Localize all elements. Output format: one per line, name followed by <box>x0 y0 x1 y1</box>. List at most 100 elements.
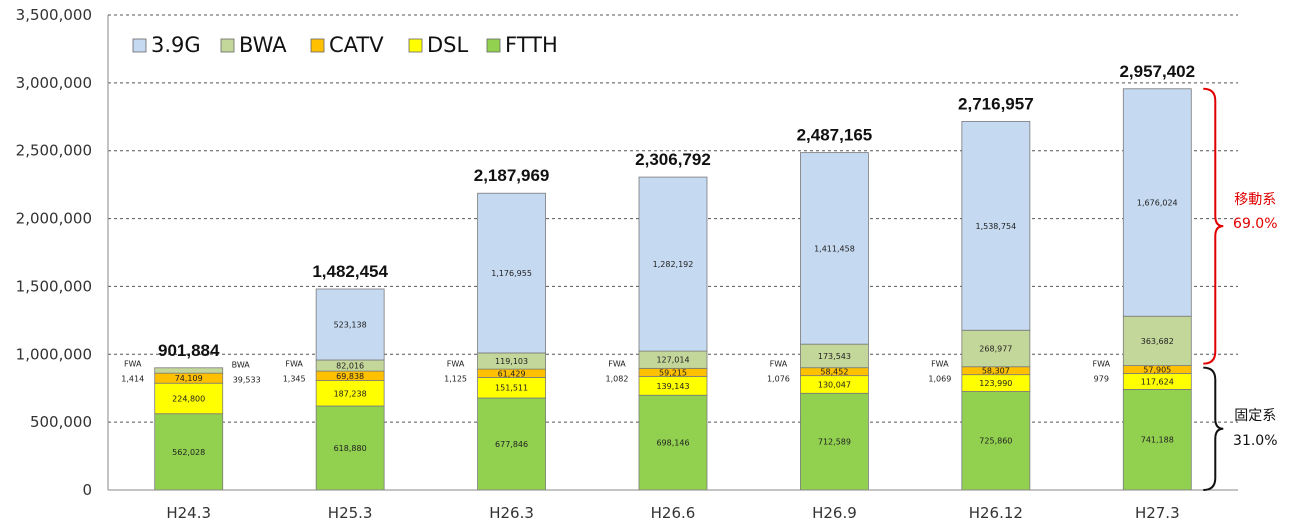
data-label: 59,215 <box>659 368 687 377</box>
data-label: 1,411,458 <box>814 244 855 253</box>
fwa-value: 1,069 <box>928 374 951 383</box>
mobile-pct: 69.0% <box>1233 216 1277 232</box>
fwa-label: FWA <box>447 359 465 368</box>
data-label: 119,103 <box>495 357 528 366</box>
total-label: 901,884 <box>158 341 220 360</box>
fwa-label: FWA <box>608 359 626 368</box>
data-label: 123,990 <box>979 379 1012 388</box>
data-label: 224,800 <box>172 394 205 403</box>
bar-segment-ftth <box>638 394 708 491</box>
total-label: 1,482,454 <box>312 262 388 281</box>
bar-segment-39g <box>477 192 546 354</box>
data-label: 725,860 <box>979 437 1012 446</box>
total-label: 2,187,969 <box>474 166 550 185</box>
x-axis: H24.3 H25.3 H26.3 H26.6 H26.9 H26.12 H27.3 <box>108 489 1238 522</box>
data-label: 61,429 <box>498 369 526 378</box>
data-label: 151,511 <box>495 384 528 393</box>
data-label: 57,905 <box>1143 366 1171 375</box>
fwa-value: 1,345 <box>283 374 306 383</box>
y-tick-label: 500,000 <box>30 413 92 431</box>
data-label: 69,838 <box>336 372 364 381</box>
data-label: 268,977 <box>979 344 1012 353</box>
bwa-callout-label: BWA <box>232 360 251 369</box>
y-tick-label: 3,500,000 <box>16 6 92 24</box>
legend-label: BWA <box>239 33 287 57</box>
data-label: 130,047 <box>818 380 851 389</box>
x-tick-label: H26.3 <box>489 504 534 522</box>
fixed-bracket <box>1203 366 1224 491</box>
legend-label: DSL <box>427 33 469 57</box>
fwa-label: FWA <box>1093 359 1111 368</box>
total-label: 2,957,402 <box>1119 62 1195 81</box>
data-label: 363,682 <box>1141 337 1174 346</box>
data-label: 1,282,192 <box>653 260 694 269</box>
fwa-value: 1,125 <box>444 374 467 383</box>
y-tick-label: 1,000,000 <box>16 345 92 363</box>
legend-label: FTTH <box>505 33 558 57</box>
data-label: 58,452 <box>820 368 848 377</box>
data-label: 618,880 <box>334 444 367 453</box>
data-label: 117,624 <box>1141 377 1174 386</box>
bar-segment-bwa <box>154 367 224 374</box>
y-tick-label: 2,500,000 <box>16 142 92 160</box>
y-tick-label: 3,000,000 <box>16 74 92 92</box>
data-label: 173,543 <box>818 352 851 361</box>
bar-segment-39g <box>1122 88 1192 317</box>
fwa-label: FWA <box>285 359 303 368</box>
bar-segment-bwa <box>1122 315 1192 366</box>
data-label: 562,028 <box>172 448 205 457</box>
bar-segment-39g <box>961 121 1031 331</box>
data-label: 677,846 <box>495 440 528 449</box>
fwa-value: 1,414 <box>121 374 144 383</box>
x-tick-label: H25.3 <box>328 504 373 522</box>
x-tick-label: H27.3 <box>1135 504 1180 522</box>
fixed-label: 固定系 <box>1234 408 1276 424</box>
y-tick-label: 1,500,000 <box>16 277 92 295</box>
fwa-label: FWA <box>770 359 788 368</box>
bar-segment-bwa <box>961 329 1031 368</box>
data-label: 712,589 <box>818 438 851 447</box>
x-tick-label: H26.12 <box>969 504 1023 522</box>
bar-segment-39g <box>800 152 869 345</box>
legend-label: CATV <box>329 33 384 57</box>
y-tick-label: 2,000,000 <box>16 210 92 228</box>
data-label: 74,109 <box>175 374 203 383</box>
y-axis: 0 500,000 1,000,000 1,500,000 2,000,000 2,500… <box>16 6 109 499</box>
fwa-value: 1,082 <box>606 374 629 383</box>
legend-swatch-catv <box>310 38 325 53</box>
bars: 562,028 224,800 74,109 901,884 FWA 1,414 618,8… <box>121 62 1195 491</box>
fwa-value: 979 <box>1094 374 1109 383</box>
bar-segment-ftth <box>315 405 385 491</box>
bar-segment-dsl <box>315 380 385 407</box>
bar-segment-39g <box>638 176 708 352</box>
data-label: 58,307 <box>982 367 1010 376</box>
data-label: 523,138 <box>334 320 367 329</box>
share-brackets: 移動系 69.0% 固定系 31.0% <box>1203 87 1278 491</box>
y-tick-label: 0 <box>82 481 92 499</box>
x-tick-label: H24.3 <box>166 504 211 522</box>
mobile-bracket <box>1203 87 1224 365</box>
data-label: 1,676,024 <box>1137 199 1178 208</box>
bar-segment-ftth <box>800 392 869 491</box>
data-label: 1,176,955 <box>491 269 532 278</box>
fwa-value: 1,076 <box>767 374 790 383</box>
legend-swatch-bwa <box>220 38 235 53</box>
total-label: 2,716,957 <box>958 94 1034 113</box>
data-label: 139,143 <box>656 382 689 391</box>
bar-segment-ftth <box>154 413 224 491</box>
data-label: 82,016 <box>336 362 364 371</box>
x-tick-label: H26.6 <box>651 504 696 522</box>
data-label: 187,238 <box>334 389 367 398</box>
x-tick-label: H26.9 <box>812 504 857 522</box>
bar-segment-39g <box>315 288 385 361</box>
bwa-callout-value: 39,533 <box>233 375 261 384</box>
data-label: 698,146 <box>656 439 689 448</box>
legend-swatch-39g <box>132 38 147 53</box>
legend-swatch-dsl <box>408 38 423 53</box>
data-label: 1,538,754 <box>975 222 1016 231</box>
total-label: 2,306,792 <box>635 150 711 169</box>
fwa-label: FWA <box>931 359 949 368</box>
total-label: 2,487,165 <box>797 126 873 145</box>
data-label: 127,014 <box>656 356 689 365</box>
legend-label: 3.9G <box>151 33 201 57</box>
